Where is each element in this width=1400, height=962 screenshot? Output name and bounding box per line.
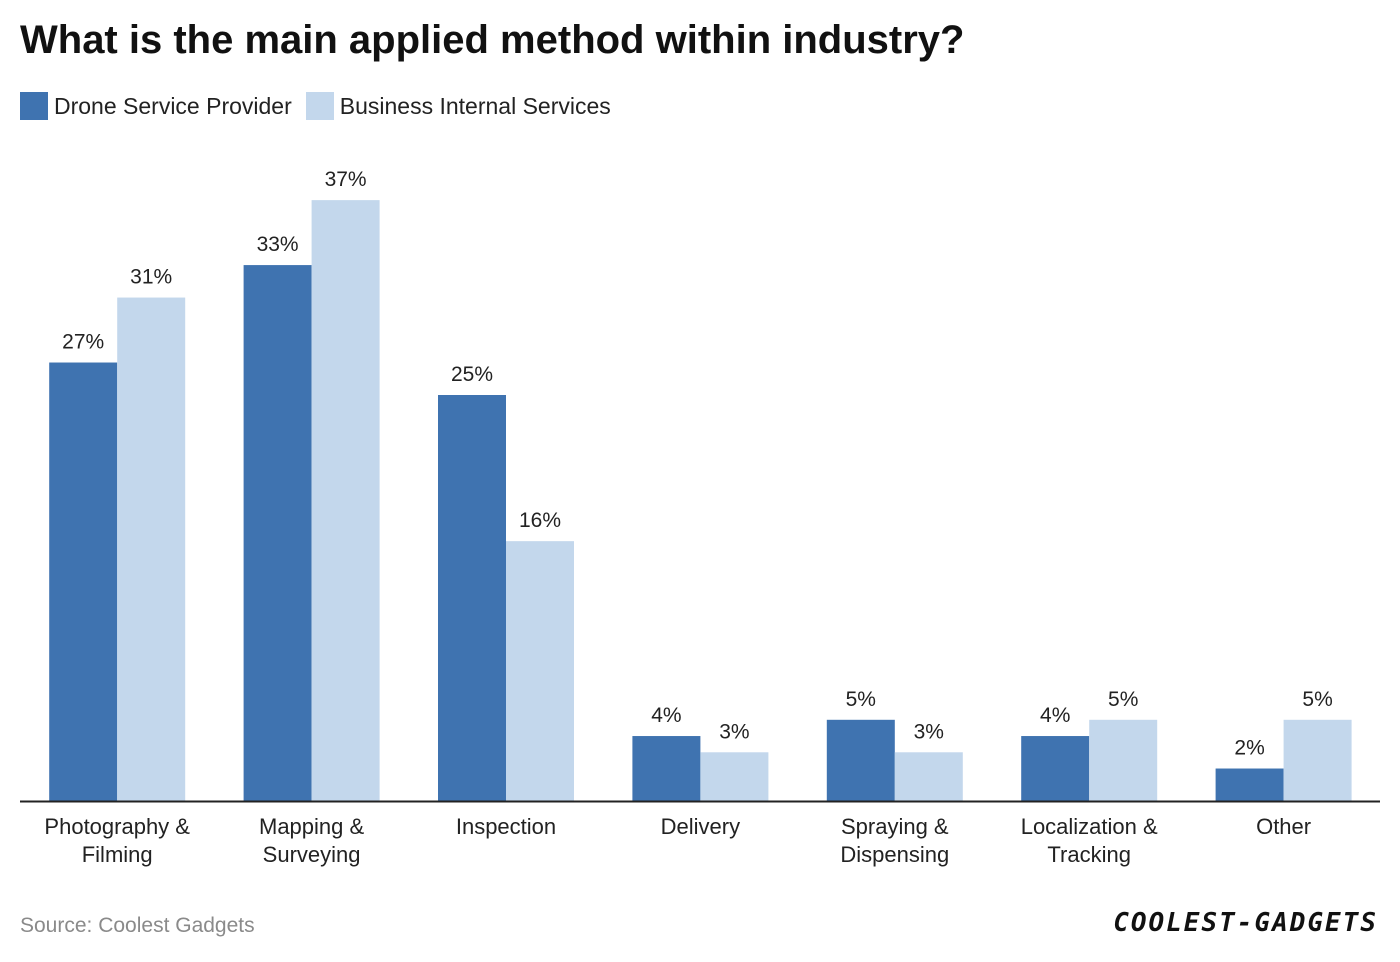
bar-1-7 [1215,768,1284,801]
source-note: Source: Coolest Gadgets [20,914,255,937]
legend-item-series-1: Drone Service Provider [20,92,292,120]
x-tick-label-2-2: Surveying [263,842,361,867]
x-tick-label-2-1: Mapping & [259,814,365,839]
x-tick-label-5-1: Spraying & [841,814,949,839]
bar-2-1 [117,297,186,801]
bar-2-7 [1283,719,1352,801]
legend-swatch-series-2 [305,92,334,120]
bar-2-2 [311,200,380,801]
data-label-2-2: 37% [325,168,367,191]
data-label-1-3: 25% [451,363,493,386]
legend: Drone Service Provider Business Internal… [20,92,611,120]
bar-chart: 27% 31% Photography & Filming 33% 37% Mapping … [20,168,1380,867]
bar-1-6 [1021,736,1090,801]
data-label-1-2: 33% [257,233,299,256]
data-label-1-7: 2% [1234,737,1264,760]
x-tick-label-4-1: Delivery [661,814,740,839]
legend-swatch-series-1 [20,92,48,120]
data-label-2-3: 16% [519,509,561,532]
x-tick-label-6-1: Localization & [1021,814,1158,839]
x-tick-label-1-2: Filming [82,842,153,867]
bar-2-4 [700,752,769,801]
data-label-1-6: 4% [1040,704,1070,727]
legend-label-series-1: Drone Service Provider [54,92,292,119]
data-label-2-4: 3% [719,720,749,743]
bar-2-6 [1089,719,1158,801]
x-tick-label-7-1: Other [1256,814,1311,839]
data-label-2-1: 31% [130,266,172,289]
bar-1-4 [632,736,701,801]
bar-2-5 [894,752,963,801]
data-label-1-4: 4% [651,704,681,727]
bar-2-3 [506,541,574,801]
x-tick-label-1-1: Photography & [44,814,190,839]
data-label-1-1: 27% [62,331,104,354]
x-tick-label-6-2: Tracking [1047,842,1131,867]
x-tick-label-3-1: Inspection [456,814,556,839]
x-tick-label-5-2: Dispensing [840,842,949,867]
data-label-2-7: 5% [1302,688,1332,711]
bar-1-5 [826,719,895,801]
data-label-2-5: 3% [914,720,944,743]
bar-1-3 [438,395,506,801]
brand-logo: COOLEST-GADGETS [1113,908,1378,938]
legend-label-series-2: Business Internal Services [339,92,611,119]
chart-title: What is the main applied method within i… [20,18,965,62]
data-label-1-5: 5% [846,688,876,711]
legend-item-series-2: Business Internal Services [305,92,611,120]
bar-1-1 [49,362,118,801]
data-label-2-6: 5% [1108,688,1138,711]
bar-1-2 [243,265,312,802]
